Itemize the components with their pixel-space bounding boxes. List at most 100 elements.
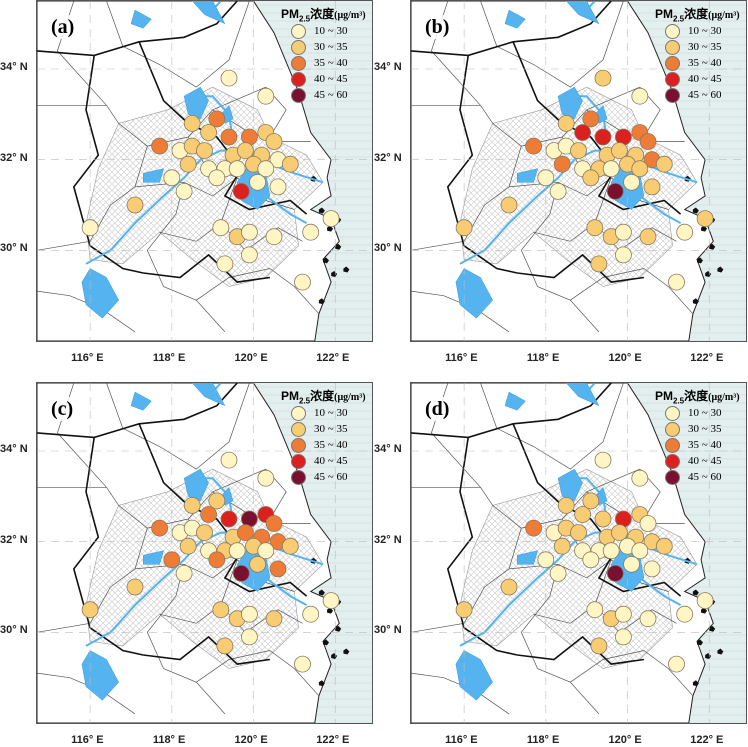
station-marker [639, 133, 657, 150]
station-marker [586, 601, 604, 619]
longitude-label: 120° E [608, 734, 642, 746]
lake [516, 168, 538, 183]
lake [504, 9, 526, 29]
station-marker [232, 182, 250, 200]
station-marker [175, 564, 193, 582]
longitude-label: 120° E [234, 352, 268, 364]
station-marker [220, 128, 238, 146]
longitude-label: 122° E [316, 352, 350, 364]
map-canvas [37, 383, 372, 723]
station-marker [610, 142, 628, 160]
lake [130, 9, 152, 29]
map-frame: (d) PM2.5浓度(μg/m³) 10 ~ 30 30 ~ 35 35 ~ 40 40… [410, 382, 747, 724]
panel-letter: (a) [49, 15, 77, 39]
legend-title: PM2.5浓度(μg/m³) [281, 7, 366, 24]
legend-item: 35 ~ 40 [665, 437, 745, 453]
station-marker [322, 592, 340, 610]
station-marker [553, 155, 571, 173]
latitude-label: 30° N [0, 242, 28, 255]
map-frame: (a) PM2.5浓度(μg/m³) 10 ~ 30 30 ~ 35 35 ~ 40 40… [36, 0, 373, 342]
legend: PM2.5浓度(μg/m³) 10 ~ 30 30 ~ 35 35 ~ 40 40 ~ … [281, 387, 371, 485]
longitude-label: 118° E [152, 734, 186, 746]
station-marker [240, 223, 258, 241]
station-marker [240, 628, 258, 646]
station-marker [676, 605, 694, 623]
station-marker [525, 137, 542, 155]
legend-swatch [665, 55, 680, 71]
legend-swatch [291, 71, 306, 87]
station-marker [590, 637, 608, 655]
legend-item: 30 ~ 35 [291, 421, 371, 437]
station-marker [537, 169, 555, 187]
legend-swatch [665, 453, 680, 469]
station-marker [208, 551, 226, 569]
station-marker [606, 182, 624, 200]
station-marker [126, 578, 144, 596]
station-marker [240, 605, 258, 623]
legend-item: 10 ~ 30 [291, 405, 371, 421]
legend-item: 35 ~ 40 [291, 55, 371, 71]
station-marker [643, 560, 661, 578]
station-marker [668, 655, 685, 673]
station-marker [183, 115, 201, 132]
station-marker [126, 196, 144, 214]
lake [565, 383, 600, 407]
station-marker [216, 637, 234, 655]
longitude-label: 120° E [608, 352, 642, 364]
legend-label: 45 ~ 60 [688, 471, 722, 484]
station-marker [265, 228, 283, 246]
latitude-label: 34° N [0, 443, 28, 455]
station-marker [151, 137, 168, 155]
station-marker [537, 551, 555, 569]
longitude-label: 118° E [526, 734, 560, 746]
station-marker [236, 524, 254, 542]
legend-swatch [665, 87, 680, 103]
river [265, 195, 308, 224]
legend-swatch [291, 55, 306, 71]
station-marker [212, 601, 230, 619]
station-marker [200, 124, 218, 141]
station-marker [179, 155, 197, 173]
legend-swatch [665, 71, 680, 87]
station-marker [696, 592, 714, 610]
lake [130, 391, 152, 411]
map-panel-d: (d) PM2.5浓度(μg/m³) 10 ~ 30 30 ~ 35 35 ~ 40 40… [374, 382, 748, 747]
station-marker [574, 506, 592, 523]
station-marker [614, 246, 632, 264]
station-marker [163, 551, 181, 569]
lake [183, 86, 209, 120]
station-marker [582, 492, 600, 510]
legend-label: 40 ~ 45 [314, 73, 348, 86]
station-marker [668, 273, 685, 291]
legend-label: 45 ~ 60 [314, 471, 348, 484]
legend-label: 30 ~ 35 [314, 423, 348, 436]
lake [504, 391, 526, 411]
legend-item: 40 ~ 45 [665, 71, 745, 87]
legend-label: 10 ~ 30 [688, 407, 722, 420]
station-marker [602, 160, 620, 178]
station-marker [614, 605, 632, 623]
station-marker [614, 223, 632, 241]
station-marker [228, 160, 246, 178]
legend-swatch [291, 39, 306, 55]
legend-label: 45 ~ 60 [688, 89, 722, 102]
station-marker [582, 110, 600, 128]
legend-label: 35 ~ 40 [314, 439, 348, 452]
latitude-label: 34° N [374, 443, 402, 455]
longitude-label: 116° E [445, 352, 478, 364]
map-frame: (c) PM2.5浓度(μg/m³) 10 ~ 30 30 ~ 35 35 ~ 40 40… [36, 382, 373, 724]
map-panel-b: (b) PM2.5浓度(μg/m³) 10 ~ 30 30 ~ 35 35 ~ 40 40… [374, 0, 748, 372]
map-canvas [411, 1, 746, 341]
longitude-label: 118° E [152, 352, 186, 364]
panel-letter: (b) [423, 15, 452, 39]
legend-swatch [291, 23, 306, 39]
station-marker [594, 510, 612, 528]
station-marker [570, 142, 587, 160]
station-marker [582, 551, 600, 569]
station-marker [586, 219, 604, 237]
legend: PM2.5浓度(μg/m³) 10 ~ 30 30 ~ 35 35 ~ 40 40 ~ … [655, 387, 745, 485]
station-marker [281, 155, 299, 173]
station-marker [500, 196, 518, 214]
legend-item: 35 ~ 40 [291, 437, 371, 453]
station-marker [175, 182, 193, 200]
